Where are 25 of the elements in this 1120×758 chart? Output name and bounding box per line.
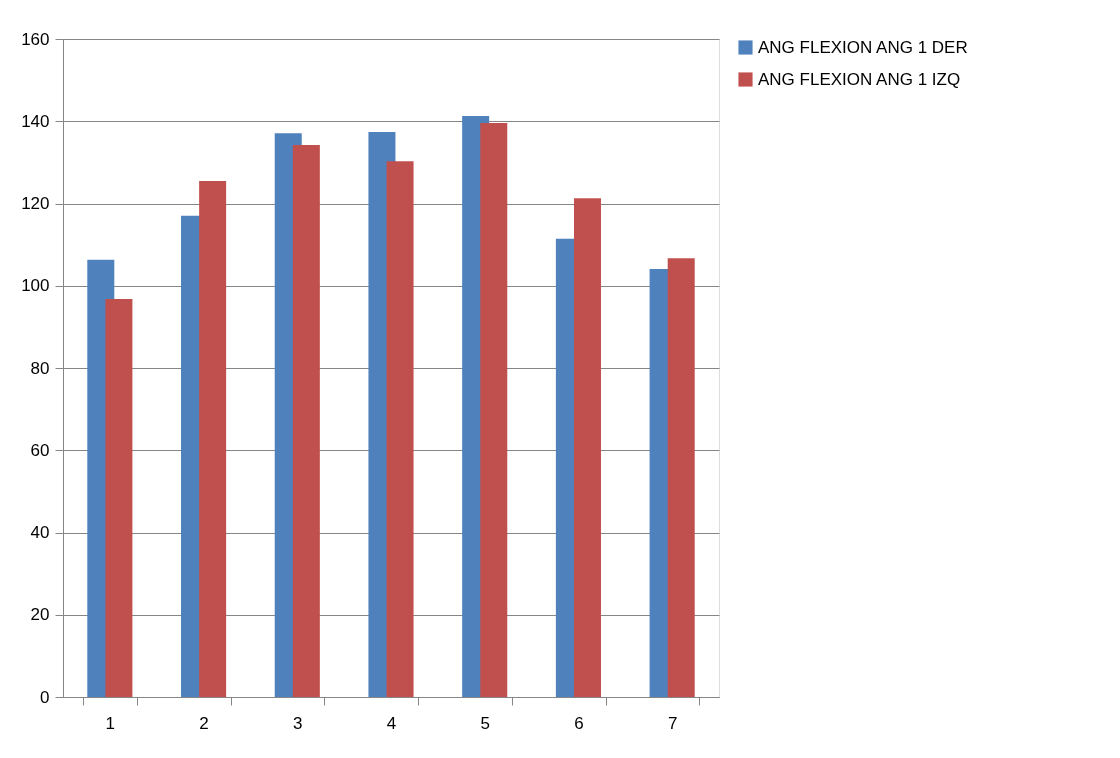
y-tick-label: 100 <box>21 276 50 296</box>
bar <box>480 122 508 697</box>
y-tick-label: 20 <box>30 605 50 625</box>
bar <box>667 258 695 697</box>
bar <box>292 145 320 697</box>
bar <box>199 180 227 697</box>
legend-label: ANG FLEXION ANG 1 IZQ <box>758 69 961 89</box>
legend-label: ANG FLEXION ANG 1 DER <box>758 37 968 57</box>
bar <box>386 161 414 697</box>
x-tick-label: 4 <box>386 713 397 733</box>
x-tick-label: 3 <box>293 713 303 733</box>
x-tick-label: 6 <box>574 713 584 733</box>
y-tick-label: 80 <box>30 358 50 378</box>
x-tick-label: 2 <box>199 713 209 733</box>
y-tick-label: 120 <box>21 194 50 213</box>
x-tick-label: 7 <box>667 713 678 733</box>
y-tick-label: 160 <box>21 29 50 49</box>
y-tick-label: 0 <box>40 687 50 707</box>
bar <box>573 198 601 697</box>
y-tick-label: 140 <box>21 111 50 131</box>
x-tick-label: 5 <box>480 713 490 733</box>
y-tick-label: 60 <box>30 440 50 460</box>
y-tick-label: 40 <box>30 523 50 542</box>
x-tick-label: 1 <box>105 713 116 733</box>
bar <box>105 298 133 697</box>
